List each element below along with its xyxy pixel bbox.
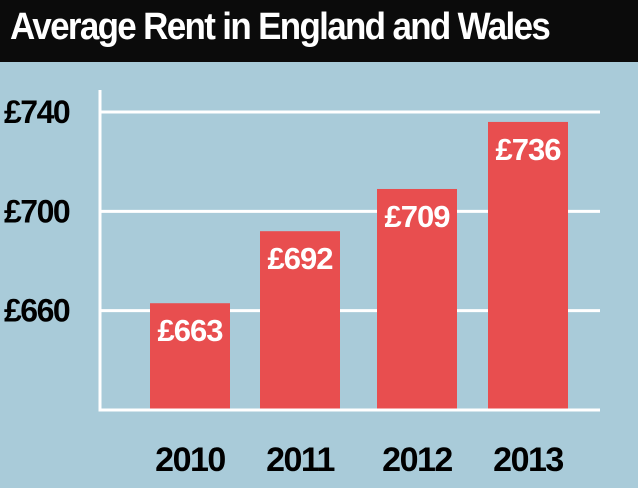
bar-2011: [260, 231, 340, 410]
chart-title: Average Rent in England and Wales: [10, 6, 551, 48]
x-tick-label-2013: 2013: [493, 441, 563, 479]
bar-value-label-2010: £663: [158, 313, 224, 348]
bar-value-label-2011: £692: [268, 241, 333, 276]
y-tick-label-700: £700: [4, 193, 70, 229]
bar-2010: [150, 303, 230, 410]
y-tick-label-740: £740: [4, 94, 70, 130]
y-tick-label-660: £660: [4, 293, 70, 329]
x-tick-label-2010: 2010: [155, 441, 225, 479]
bar-value-label-2012: £709: [385, 199, 451, 234]
bar-2013: [488, 121, 568, 410]
bar-value-label-2013: £736: [496, 132, 562, 167]
bar-2012: [377, 188, 457, 410]
x-tick-label-2011: 2011: [266, 441, 334, 479]
x-tick-label-2012: 2012: [382, 441, 452, 479]
title-bar: Average Rent in England and Wales: [0, 0, 638, 62]
